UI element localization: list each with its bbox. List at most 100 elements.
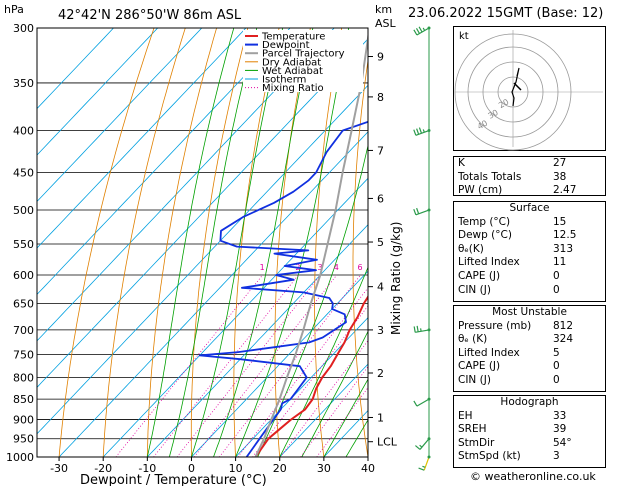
row-value: 27 (553, 157, 567, 169)
isotherm-line (191, 270, 368, 457)
table-row: Pressure (mb) 812 (454, 320, 605, 334)
row-value: 38 (553, 170, 567, 183)
wet-adiabat-line (146, 28, 235, 457)
dry-adiabat-line (233, 28, 280, 457)
x-tick-label: -30 (50, 462, 68, 475)
mixing-ratio-line (176, 274, 321, 457)
hodograph-ring-label: 40 (476, 118, 489, 131)
x-tick-label: -20 (94, 462, 112, 475)
row-label: Temp (°C) (458, 215, 511, 228)
row-value: 0 (553, 283, 560, 296)
wet-adiabat-line (235, 28, 350, 457)
dry-adiabat-line (102, 28, 186, 457)
parcel-trajectory-curve (254, 31, 368, 457)
mixing-ratio-label: 8 (375, 263, 380, 272)
indices-panel: K 27 Totals Totals 38 PW (cm) 2.47 (453, 156, 606, 196)
pressure-tick-label: 850 (13, 393, 34, 406)
mixing-ratio-axis-label: Mixing Ratio (g/kg) (389, 222, 403, 335)
row-value: 0 (553, 360, 560, 373)
wind-barbs (413, 26, 431, 471)
isotherm-line (37, 28, 203, 203)
row-label: StmSpd (kt) (458, 450, 521, 463)
row-value: 11 (553, 256, 567, 269)
pressure-tick-label: 900 (13, 413, 34, 426)
legend-label: Wet Adiabat (262, 66, 323, 77)
mixing-ratio-label: 4 (334, 263, 339, 272)
mixing-ratio-label: 15 (415, 263, 425, 272)
dry-adiabat-line (146, 28, 217, 457)
row-value: 5 (553, 346, 560, 359)
x-tick-label: 10 (229, 462, 243, 475)
legend-label: Isotherm (262, 75, 306, 86)
table-row: PW (cm) 2.47 (454, 184, 605, 198)
mixing-ratio-label: 1 (260, 263, 265, 272)
mixing-ratio-label: 3 (317, 263, 322, 272)
pressure-tick-label: 1000 (6, 451, 34, 464)
table-row: Temp (°C) 15 (454, 216, 605, 230)
table-row: StmSpd (kt) 3 (454, 450, 605, 464)
mixing-ratio-line (316, 386, 368, 457)
row-label: Pressure (mb) (458, 319, 532, 332)
wind-barb (418, 455, 431, 471)
temperature-curve (254, 294, 368, 457)
km-tick-label: 1 (377, 411, 384, 424)
wet-adiabat-line (169, 28, 258, 457)
row-value: 39 (553, 423, 567, 436)
table-row: CAPE (J) 0 (454, 360, 605, 374)
mixing-ratio-label: 6 (357, 263, 362, 272)
km-tick-label: 5 (377, 236, 384, 249)
wind-barb (413, 26, 431, 36)
hpa-label: hPa (4, 3, 24, 16)
row-value: 324 (553, 333, 574, 346)
row-value: 54° (553, 436, 572, 449)
row-label: EH (458, 409, 473, 422)
table-row: θₑ(K) 313 (454, 243, 605, 257)
pressure-tick-label: 350 (13, 77, 34, 90)
table-row: EH 33 (454, 410, 605, 424)
row-value: 2.47 (553, 184, 577, 197)
row-label: CAPE (J) (458, 269, 501, 282)
most-unstable-panel: Most Unstable Pressure (mb) 812 θₑ (K) 324 Li… (453, 305, 606, 392)
panel-title: Hodograph (500, 396, 559, 408)
pressure-tick-label: 400 (13, 125, 34, 138)
row-label: StmDir (458, 436, 495, 449)
x-tick-label: 30 (317, 462, 331, 475)
mixing-ratio-line (300, 365, 368, 457)
legend-label: Mixing Ratio (262, 83, 324, 94)
pressure-tick-label: 500 (13, 204, 34, 217)
dewpoint-curve (198, 120, 368, 457)
dry-adiabat-line (190, 28, 249, 457)
x-tick-label: 20 (273, 462, 287, 475)
row-value: 12.5 (553, 229, 577, 242)
panel-title: Most Unstable (492, 306, 567, 318)
dry-adiabat-line (352, 57, 368, 457)
wind-barb (413, 207, 431, 216)
legend-label: Temperature (261, 32, 325, 43)
x-tick-label: 0 (188, 462, 195, 475)
hodograph-trace (511, 67, 520, 107)
table-row: CIN (J) 0 (454, 374, 605, 388)
asl-label: ASL (375, 17, 397, 30)
isotherm-line (37, 28, 158, 156)
wind-barb (413, 127, 431, 136)
pressure-tick-label: 450 (13, 166, 34, 179)
table-row: CIN (J) 0 (454, 284, 605, 298)
pressure-tick-label: 700 (13, 324, 34, 337)
row-label: K (458, 157, 465, 169)
km-label: km (375, 3, 392, 16)
table-row: θₑ (K) 324 (454, 333, 605, 347)
km-tick-label: 8 (377, 91, 384, 104)
wind-barb (413, 397, 431, 407)
isotherm-line (147, 224, 368, 457)
km-tick-label: 6 (377, 192, 384, 205)
legend-label: Parcel Trajectory (262, 49, 345, 60)
row-label: PW (cm) (458, 184, 503, 197)
row-value: 0 (553, 269, 560, 282)
table-row: CAPE (J) 0 (454, 270, 605, 284)
km-tick-label: 7 (377, 144, 384, 157)
isotherm-line (37, 28, 335, 342)
mixing-ratio-line (252, 305, 368, 457)
row-label: Dewp (°C) (458, 229, 512, 242)
